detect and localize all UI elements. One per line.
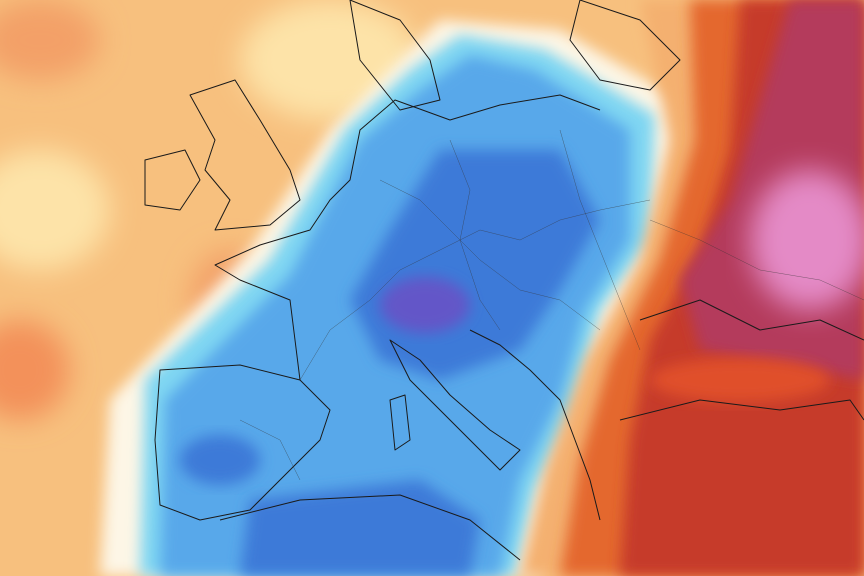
coldest-core <box>380 277 470 333</box>
border <box>559 129 641 351</box>
coastline <box>569 0 681 91</box>
coastline <box>469 329 601 521</box>
border <box>649 219 864 301</box>
coastline <box>219 494 521 561</box>
warm-patch <box>0 320 70 420</box>
coastline <box>389 394 411 451</box>
coastlines <box>144 0 864 561</box>
warm-patch <box>0 0 100 80</box>
border <box>449 139 501 331</box>
coastline <box>389 339 521 471</box>
coastline <box>144 149 201 211</box>
borders <box>239 129 864 481</box>
coastline <box>154 364 331 521</box>
pale-patch <box>0 150 110 270</box>
colder-area <box>240 480 480 576</box>
coastline <box>349 0 441 111</box>
hot-strip <box>650 358 830 402</box>
border <box>379 179 601 331</box>
coastline <box>214 94 601 381</box>
coastline <box>189 79 301 231</box>
coastline <box>619 399 864 421</box>
extreme-core <box>750 170 864 310</box>
coastline <box>639 299 864 341</box>
colder-area <box>180 435 260 485</box>
border <box>239 419 301 481</box>
